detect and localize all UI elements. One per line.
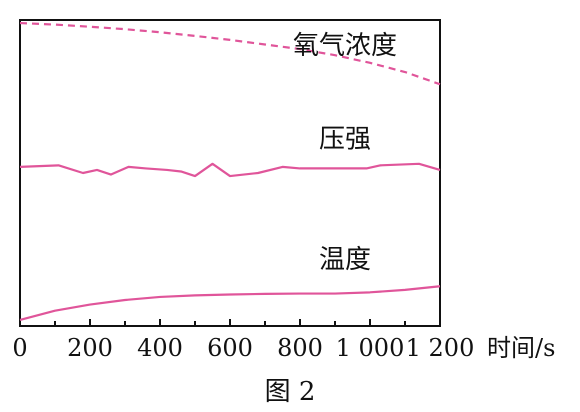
- x-tick-label: 0: [12, 334, 27, 362]
- x-axis-label: 时间/s: [487, 334, 555, 362]
- series-line-2: [19, 162, 441, 178]
- x-tick-label: 200: [67, 334, 113, 362]
- series-label-3: 温度: [319, 245, 371, 275]
- series-label-1: 氧气浓度: [293, 31, 397, 61]
- x-tick-label: 400: [137, 334, 183, 362]
- series-layer: [19, 21, 441, 321]
- axes: [19, 19, 441, 327]
- x-tick-label: 1 000: [336, 334, 405, 362]
- series-label-2: 压强: [319, 124, 371, 154]
- x-tick-label: 800: [277, 334, 323, 362]
- x-tick-label: 1 200: [406, 334, 475, 362]
- series-line-1: [19, 21, 441, 86]
- figure-caption: 图 2: [265, 377, 316, 407]
- series-line-3: [19, 285, 441, 321]
- x-tick-label: 600: [207, 334, 253, 362]
